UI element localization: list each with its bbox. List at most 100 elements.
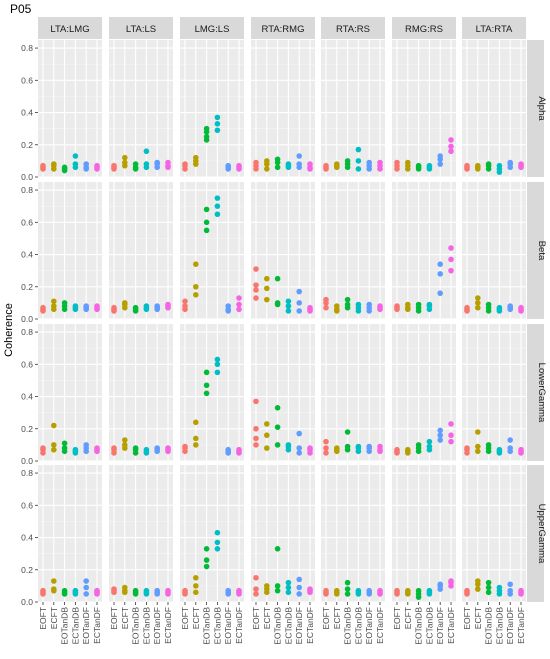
panel-background — [38, 182, 102, 319]
facet-panel — [38, 182, 102, 320]
panel-background — [392, 324, 456, 461]
data-point — [94, 164, 100, 171]
y-tick-label: 0.8 — [21, 468, 33, 478]
x-tick-label: ECTanDB — [141, 607, 151, 645]
data-point — [51, 161, 57, 167]
x-tick-label: ECFT — [403, 607, 413, 629]
data-point — [507, 303, 513, 309]
panel-background — [462, 324, 526, 461]
data-point — [111, 162, 117, 169]
data-point — [496, 304, 503, 311]
data-point — [61, 440, 68, 447]
data-point — [94, 587, 100, 594]
data-point — [143, 587, 150, 594]
panel-background — [38, 324, 102, 461]
data-point — [264, 296, 270, 303]
data-point — [72, 446, 79, 453]
data-point — [366, 587, 373, 594]
y-tick-label: 0.4 — [21, 392, 33, 402]
facet-panel — [392, 324, 456, 462]
data-point — [72, 303, 79, 309]
column-strip-label: LTA:RTA — [476, 24, 513, 35]
data-point — [377, 443, 383, 450]
y-tick-label: 0.4 — [21, 250, 33, 260]
data-point — [475, 304, 481, 311]
data-point — [485, 442, 492, 448]
data-point — [214, 539, 221, 546]
data-point — [323, 438, 329, 445]
data-point — [285, 579, 292, 586]
y-axis-title: Coherence — [3, 303, 15, 357]
x-tick-label: ECTanDF — [92, 607, 102, 644]
data-point — [214, 121, 221, 127]
data-point — [285, 308, 292, 314]
column-strip-label: LMG:LS — [195, 24, 230, 35]
panel-background — [392, 40, 456, 177]
data-point — [61, 166, 68, 172]
data-point — [264, 432, 270, 439]
data-point — [323, 445, 329, 451]
panel-background — [251, 182, 315, 319]
data-point — [182, 443, 188, 450]
data-point — [415, 587, 422, 594]
data-point — [253, 591, 259, 597]
data-point — [83, 161, 89, 167]
panel-background — [462, 182, 526, 319]
data-point — [154, 303, 160, 309]
data-point — [225, 587, 231, 594]
data-point — [193, 575, 199, 581]
x-tick-label: ECTanDB — [212, 607, 222, 645]
y-tick-label: 0.8 — [21, 43, 33, 53]
y-tick-label: 0.2 — [21, 565, 33, 575]
data-point — [274, 424, 281, 430]
data-point — [122, 442, 128, 448]
data-point — [355, 587, 362, 594]
facet-panel — [462, 182, 526, 320]
data-point — [214, 369, 221, 376]
data-point — [111, 445, 117, 451]
data-point — [344, 579, 351, 586]
chart-title: P05 — [10, 2, 32, 16]
data-point — [437, 161, 444, 167]
data-point — [344, 429, 351, 435]
x-tick-label: ECFT — [473, 607, 483, 629]
data-point — [214, 356, 221, 363]
x-tick-label: EOTanDF — [435, 607, 445, 644]
data-point — [40, 304, 46, 311]
panel-background — [180, 182, 244, 319]
panel-background — [462, 40, 526, 177]
data-point — [448, 143, 454, 150]
panel-background — [180, 40, 244, 177]
facet-panel — [109, 465, 173, 603]
data-point — [253, 287, 259, 293]
data-point — [193, 419, 199, 426]
row-strip — [527, 182, 544, 319]
data-point — [296, 445, 303, 451]
data-point — [61, 445, 68, 451]
panel-background — [180, 324, 244, 461]
panel-background — [321, 182, 385, 319]
data-point — [51, 446, 57, 453]
data-point — [377, 587, 383, 594]
panel-background — [38, 465, 102, 602]
y-tick-label: 0.0 — [21, 456, 33, 466]
data-point — [111, 586, 117, 592]
column-strip — [251, 17, 315, 39]
row-strip-label: LowerGamma — [536, 363, 547, 423]
facet-panel — [462, 324, 526, 462]
x-tick-label: EOTanDB — [484, 607, 494, 645]
data-point — [253, 282, 259, 288]
data-point — [182, 303, 188, 309]
data-point — [485, 161, 492, 167]
data-point — [165, 587, 171, 594]
data-point — [415, 162, 422, 169]
data-point — [264, 583, 270, 589]
data-point — [225, 162, 231, 169]
data-point — [323, 450, 329, 456]
data-point — [296, 300, 303, 306]
data-point — [203, 557, 210, 563]
data-point — [72, 587, 79, 594]
data-point — [40, 162, 46, 169]
data-point — [193, 261, 199, 268]
data-point — [253, 398, 259, 405]
